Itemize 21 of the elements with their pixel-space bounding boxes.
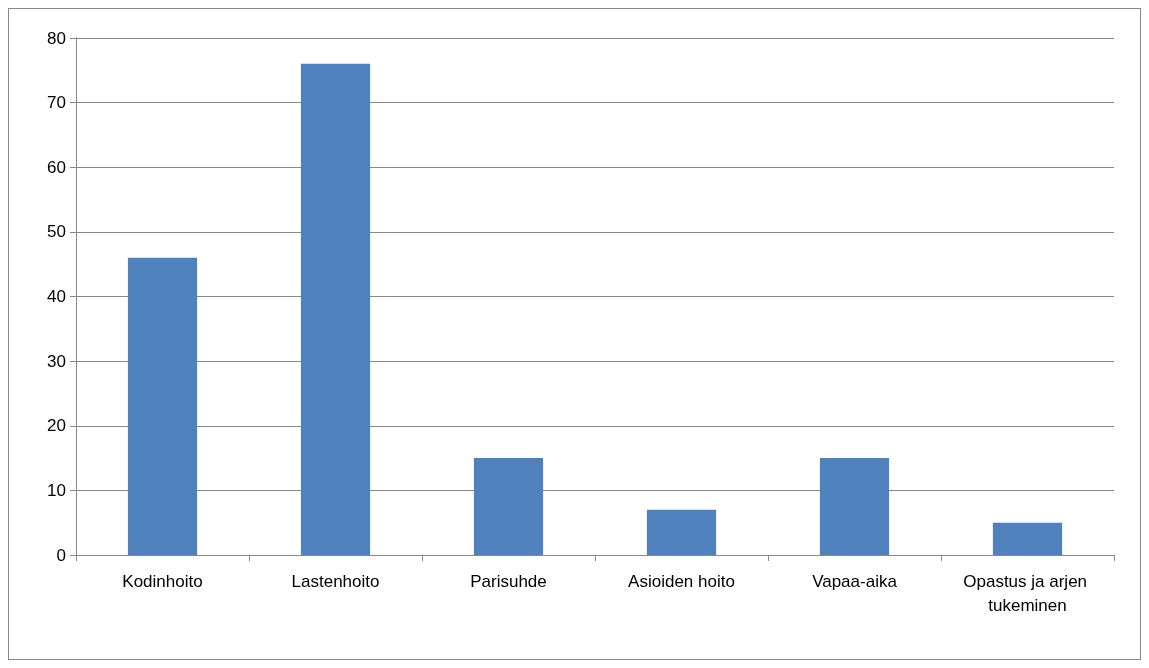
- x-tick-label: Asioiden hoito: [628, 571, 735, 591]
- bar: [300, 63, 371, 555]
- y-tick-label: 10: [47, 480, 66, 500]
- y-tick-label: 60: [47, 157, 66, 177]
- bar: [646, 509, 717, 555]
- y-tick-label: 70: [47, 93, 66, 113]
- bar: [127, 257, 198, 555]
- x-tick-label: Kodinhoito: [122, 571, 203, 591]
- x-tick-label: Vapaa-aika: [812, 571, 898, 591]
- x-tick-label: Parisuhde: [470, 571, 547, 591]
- bar: [473, 458, 544, 555]
- y-tick-label: 40: [47, 287, 66, 306]
- y-tick-label: 50: [47, 222, 66, 242]
- x-tick-label: Lastenhoito: [291, 571, 380, 591]
- x-tick-label: Opastus ja arjen tukeminen: [963, 571, 1092, 615]
- y-tick-label: 20: [47, 416, 66, 436]
- bar: [992, 522, 1063, 555]
- y-tick-label: 30: [47, 351, 66, 371]
- y-tick-label: 80: [47, 28, 66, 48]
- bar: [819, 458, 890, 555]
- y-tick-label: 0: [56, 545, 66, 565]
